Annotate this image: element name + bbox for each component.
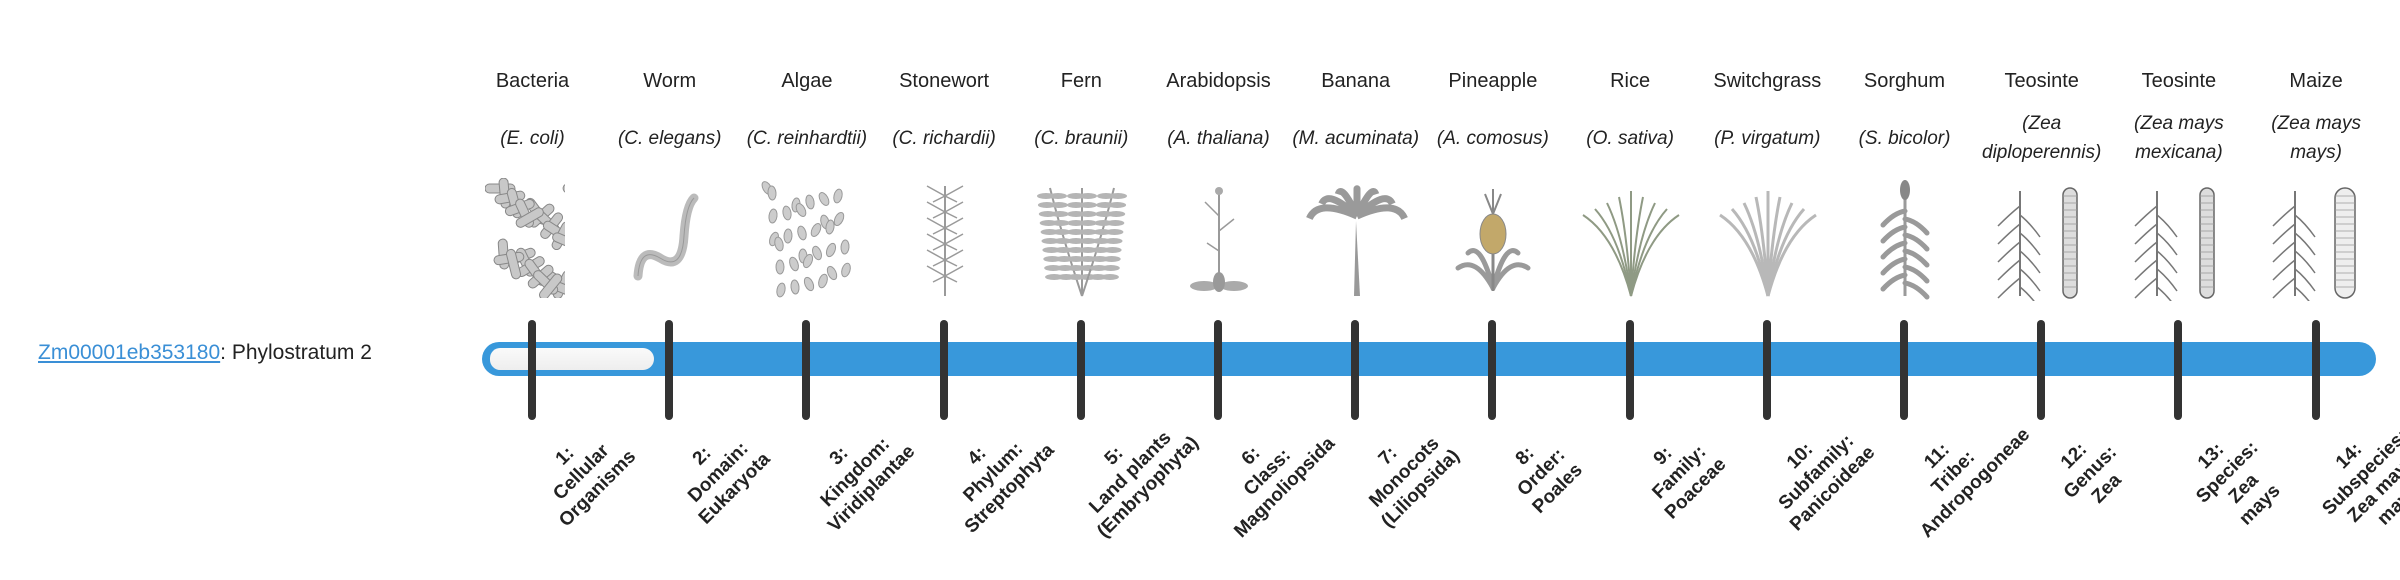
scientific-name-text: (C. braunii) [1034, 127, 1129, 149]
stratum-label: 2: Domain: Eukaryota [648, 402, 789, 543]
organism-common-name: Rice [1610, 70, 1651, 92]
stratum-label: 14: Subspecies: Zea mays mays [2295, 402, 2400, 559]
arabidopsis-icon [1190, 187, 1248, 292]
stratum-tick [2037, 320, 2046, 420]
organism-common-name: Fern [1060, 70, 1102, 92]
organism-scientific-name: (A. thaliana) [1146, 106, 1291, 170]
stratum-tick [1351, 320, 1360, 420]
organism-common-name: Worm [643, 70, 697, 92]
organism-common-name: Arabidopsis [1166, 70, 1271, 92]
stratum-tick [1625, 320, 1634, 420]
stratum-label: 1: Cellular Organisms [511, 402, 652, 543]
stratum-tick [1762, 320, 1771, 420]
organism-common-name: Pineapple [1448, 70, 1538, 92]
stratum-label: 13: Species: Zea mays [2157, 402, 2314, 559]
sorghum-icon [1880, 180, 1930, 300]
scientific-name-text: (S. bicolor) [1858, 127, 1951, 149]
rice-icon [1582, 191, 1680, 297]
gene-link[interactable]: Zm00001eb353180 [38, 341, 221, 364]
organism-common-name: Banana [1321, 70, 1391, 92]
fern-icon [1036, 187, 1127, 297]
scientific-name-text: (Zea mays mays) [2271, 113, 2361, 163]
stratum-tick [2174, 320, 2183, 420]
stratum-label: 7: Monocots (Liliopsida) [1334, 402, 1475, 543]
organism-scientific-name: (C. elegans) [597, 106, 742, 170]
organism-scientific-name: (Zea mays mexicana) [2106, 106, 2251, 170]
organism-common-name: Algae [781, 70, 833, 92]
stratum-label: 4: Phylum: Streptophyta [923, 402, 1064, 543]
stratum-label: 11: Tribe: Andropogoneae [1883, 402, 2034, 543]
teosinte-icon [1997, 187, 2078, 301]
stonewort-icon [926, 185, 963, 296]
organism-scientific-name: (O. sativa) [1558, 106, 1703, 170]
pineapple-icon [1455, 189, 1531, 291]
scientific-name-text: (P. virgatum) [1714, 127, 1821, 149]
scientific-name-text: (M. acuminata) [1292, 127, 1420, 149]
organism-scientific-name: (E. coli) [460, 106, 605, 170]
stratum-tick [939, 320, 948, 420]
scientific-name-text: (O. sativa) [1586, 127, 1674, 149]
stratum-label: 3: Kingdom: Viridiplantae [785, 402, 926, 543]
scientific-name-text: (C. elegans) [617, 127, 722, 149]
organism-scientific-name: (P. virgatum) [1695, 106, 1840, 170]
scientific-name-text: (C. richardii) [892, 127, 996, 149]
organism-scientific-name: (M. acuminata) [1283, 106, 1428, 170]
stratum-tick [1214, 320, 1222, 420]
stratum-label: 6: Class: Magnoliopsida [1197, 402, 1339, 543]
stratum-tick [1900, 320, 1908, 420]
scientific-name-text: (Zea diploperennis) [1982, 113, 2102, 163]
organism-common-name: Bacteria [495, 70, 570, 92]
stratum-tick [2311, 320, 2320, 420]
organism-common-name: Switchgrass [1713, 70, 1822, 92]
banana-icon [1306, 185, 1409, 296]
stratum-tick [1488, 320, 1497, 420]
bacteria-icon [485, 178, 565, 298]
organism-scientific-name: (C. braunii) [1009, 106, 1154, 170]
organism-common-name: Teosinte [2004, 70, 2079, 92]
stratum-tick [802, 320, 811, 420]
stratum-tick [528, 320, 536, 420]
worm-icon [633, 193, 699, 281]
stratum-label: 12: Genus: Zea [2020, 402, 2161, 543]
organism-scientific-name: (Zea mays mays) [2244, 106, 2389, 170]
organism-common-name: Maize [2289, 70, 2343, 92]
switchgrass-icon [1718, 191, 1817, 297]
phylostratum-bar-fill [490, 348, 655, 370]
maize-icon [2272, 187, 2356, 301]
scientific-name-text: (A. thaliana) [1167, 127, 1270, 149]
organism-scientific-name: (S. bicolor) [1832, 106, 1977, 170]
organism-scientific-name: (C. richardii) [872, 106, 1017, 170]
scientific-name-text: (E. coli) [500, 127, 565, 149]
phylostratum-text: : Phylostratum 2 [220, 341, 372, 364]
stratum-tick [1076, 320, 1085, 420]
algae-icon [761, 181, 852, 298]
stratum-label: 10: Subfamily: Panicoideae [1746, 402, 1887, 543]
organism-common-name: Stonewort [899, 70, 990, 92]
organism-scientific-name: (C. reinhardtii) [734, 106, 879, 170]
organism-scientific-name: (A. comosus) [1420, 106, 1565, 170]
phylostratum-bar [482, 342, 2376, 376]
organism-common-name: Sorghum [1863, 70, 1946, 92]
organism-scientific-name: (Zea diploperennis) [1969, 106, 2114, 170]
scientific-name-text: (A. comosus) [1436, 127, 1549, 149]
stratum-tick [665, 320, 674, 420]
stratum-label: 9: Family: Poaceae [1609, 402, 1750, 543]
stratum-label: 8: Order: Poales [1471, 402, 1612, 543]
gene-phylostratum-label: Zm00001eb353180: Phylostratum 2 [38, 341, 372, 365]
organism-common-name: Teosinte [2141, 70, 2217, 92]
stratum-label: 5: Land plants (Embryophyta) [1060, 402, 1203, 543]
scientific-name-text: (C. reinhardtii) [746, 127, 868, 149]
scientific-name-text: (Zea mays mexicana) [2134, 113, 2224, 163]
teosinte-mexicana-icon [2134, 187, 2216, 301]
